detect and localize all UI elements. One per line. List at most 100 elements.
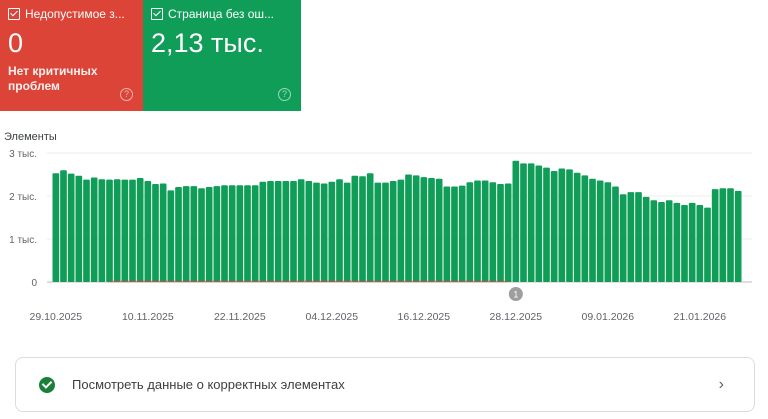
bar	[658, 202, 665, 282]
bar	[389, 180, 397, 282]
bar	[458, 185, 466, 282]
bar	[696, 205, 704, 282]
bar	[604, 182, 612, 282]
bar	[520, 163, 527, 282]
bar	[290, 180, 297, 282]
bar	[734, 190, 742, 282]
view-valid-items-button[interactable]: Посмотреть данные о корректных элементах…	[15, 357, 755, 412]
bar	[535, 165, 543, 282]
y-tick-label: 1 тыс.	[9, 235, 37, 246]
bar	[167, 190, 175, 282]
bar	[711, 189, 719, 282]
x-tick-label: 28.12.2025	[490, 311, 543, 323]
bar	[382, 182, 389, 282]
help-icon[interactable]: ?	[278, 88, 291, 101]
bar	[236, 185, 244, 282]
bar	[359, 176, 366, 282]
bar	[336, 179, 343, 282]
bar	[573, 172, 581, 282]
bar	[543, 167, 550, 282]
bar	[198, 188, 205, 282]
y-tick-label: 3 тыс.	[9, 149, 37, 160]
card-subtitle: Нет критичных проблем	[8, 64, 98, 93]
bar	[267, 180, 274, 282]
bar	[512, 160, 520, 282]
x-tick-label: 22.11.2025	[214, 311, 266, 323]
valid-card[interactable]: Страница без ош... 2,13 тыс. ?	[143, 0, 301, 111]
annotation-marker[interactable]	[508, 287, 523, 301]
bar	[673, 202, 681, 282]
bar	[550, 171, 558, 282]
bar	[328, 181, 336, 282]
bar	[527, 163, 535, 282]
view-valid-items-label: Посмотреть данные о корректных элементах	[72, 377, 345, 392]
bar	[642, 196, 650, 282]
bar	[343, 182, 351, 282]
card-title: Страница без ош...	[168, 7, 275, 21]
bar	[213, 186, 221, 282]
bar	[466, 182, 474, 282]
card-title: Недопустимое з...	[25, 7, 125, 21]
bar	[443, 186, 451, 282]
bar	[52, 173, 60, 282]
bar	[481, 180, 489, 282]
bar	[412, 175, 420, 282]
x-tick-label: 16.12.2025	[398, 311, 451, 323]
bar	[152, 183, 159, 282]
bar	[351, 175, 359, 282]
card-value: 2,13 тыс.	[151, 28, 264, 58]
bar	[121, 179, 129, 282]
bar	[90, 177, 98, 282]
bar	[75, 175, 83, 282]
bar	[681, 205, 688, 282]
bar	[313, 182, 320, 282]
bar	[83, 179, 90, 282]
bar	[190, 186, 198, 282]
bar	[60, 170, 67, 282]
bar	[221, 185, 228, 282]
bar	[719, 188, 727, 282]
bar	[106, 179, 113, 282]
y-tick-label: 2 тыс.	[9, 192, 37, 203]
bar	[144, 180, 152, 282]
bar	[274, 180, 282, 282]
bar	[489, 182, 497, 282]
checkbox-icon[interactable]	[8, 8, 20, 20]
invalid-card[interactable]: Недопустимое з... 0 Нет критичных пробле…	[0, 0, 143, 111]
help-icon[interactable]: ?	[120, 88, 133, 101]
bar	[596, 180, 604, 282]
bar	[175, 186, 182, 282]
bar	[558, 168, 566, 282]
bar	[650, 200, 658, 282]
bar	[497, 183, 504, 282]
bar	[704, 207, 711, 282]
annotation-label: 1	[513, 290, 518, 300]
bar	[451, 186, 458, 282]
bar	[435, 178, 443, 282]
bar	[581, 175, 589, 282]
x-tick-label: 09.01.2026	[582, 311, 635, 323]
check-circle-icon	[39, 376, 55, 393]
bar	[566, 169, 573, 282]
checkbox-icon[interactable]	[151, 8, 163, 20]
bar	[113, 179, 121, 282]
bar	[374, 182, 382, 282]
bar	[251, 185, 259, 282]
bar	[98, 179, 106, 282]
x-tick-label: 21.01.2026	[674, 311, 727, 323]
bar	[504, 183, 512, 282]
bar	[428, 177, 435, 282]
bar	[282, 180, 290, 282]
bar	[612, 186, 619, 282]
bar	[420, 177, 428, 282]
bar	[67, 173, 75, 282]
bar	[159, 183, 167, 282]
bar	[320, 183, 328, 282]
bar	[259, 181, 267, 282]
bar	[305, 180, 313, 282]
bar	[688, 202, 696, 282]
x-tick-label: 10.11.2025	[122, 311, 174, 323]
bar	[589, 178, 596, 282]
bar	[182, 186, 190, 282]
bar	[627, 192, 635, 282]
